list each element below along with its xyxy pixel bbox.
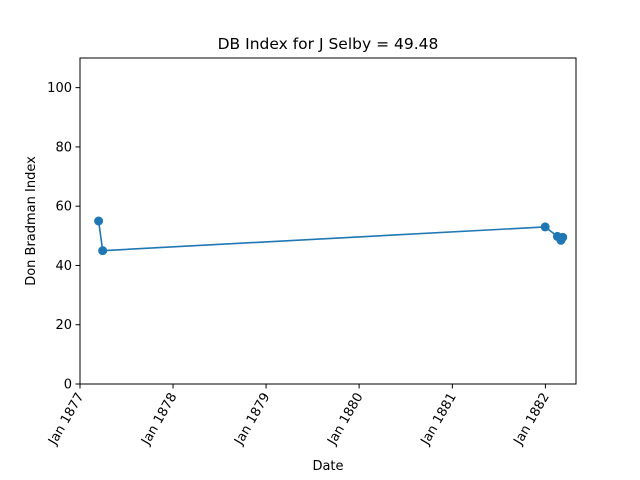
data-point: [98, 246, 108, 256]
x-axis-label: Date: [312, 459, 343, 474]
y-tick-label: 40: [55, 259, 72, 274]
y-tick-label: 20: [55, 318, 72, 333]
data-point: [540, 222, 550, 232]
y-axis: 0 20 40 60 80 100: [47, 81, 80, 393]
data-point: [558, 232, 568, 242]
y-tick-label: 60: [55, 200, 72, 215]
plot-frame: [79, 57, 577, 385]
y-tick-label: 0: [64, 378, 72, 393]
chart-title: DB Index for J Selby = 49.48: [218, 35, 439, 53]
data-point: [94, 216, 104, 226]
y-tick-label: 80: [55, 140, 72, 155]
plot-area: [94, 216, 568, 256]
y-tick-label: 100: [47, 81, 72, 96]
y-axis-label: Don Bradman Index: [24, 156, 39, 286]
